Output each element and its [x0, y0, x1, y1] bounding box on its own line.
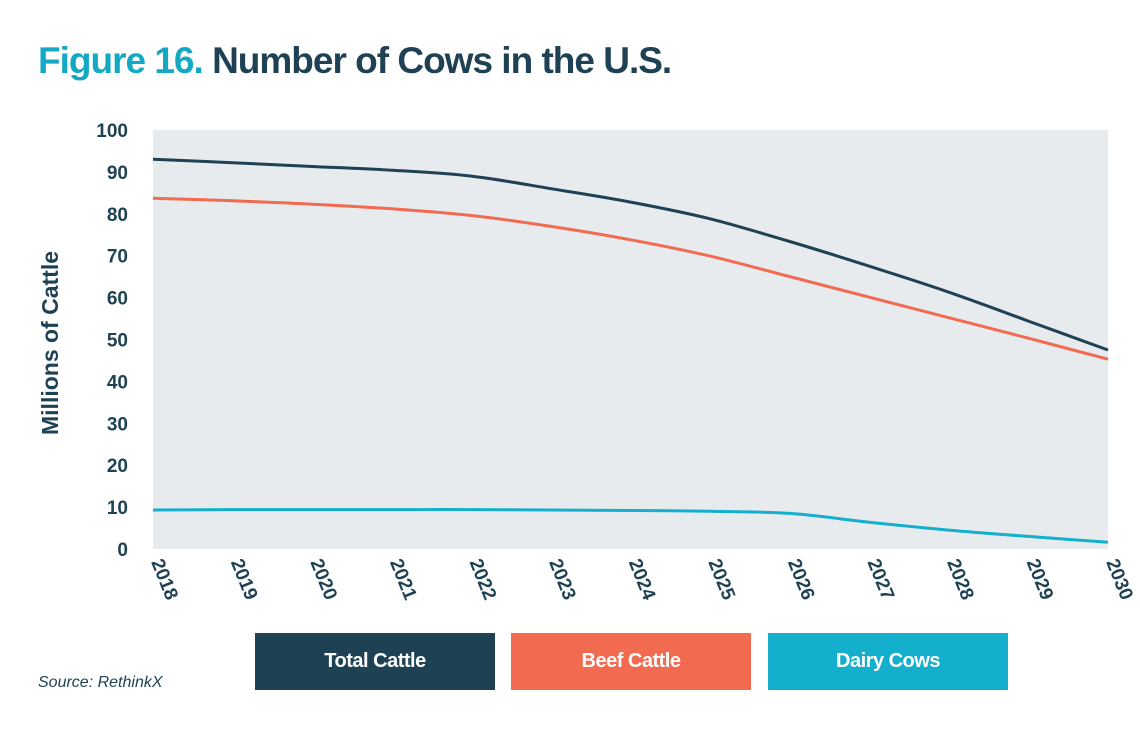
x-tick-label: 2018: [146, 556, 181, 603]
legend-label: Dairy Cows: [836, 650, 940, 672]
y-tick-label: 50: [107, 331, 128, 352]
legend-total-cattle: Total Cattle: [255, 633, 495, 690]
plot-area: [153, 130, 1108, 549]
series-line-total-cattle: [152, 157, 1109, 352]
x-tick-label: 2028: [942, 556, 977, 603]
x-tick-label: 2021: [385, 556, 420, 603]
y-axis-label: Millions of Cattle: [37, 251, 63, 435]
source-note: Source: RethinkX: [38, 674, 163, 691]
figure-label: Figure 16.: [38, 40, 204, 81]
legend-label: Beef Cattle: [581, 650, 681, 672]
x-tick-label: 2022: [465, 556, 500, 603]
y-tick-label: 70: [107, 247, 128, 268]
x-tick-label: 2024: [624, 556, 659, 603]
x-tick-label: 2025: [703, 556, 738, 603]
x-tick-label: 2030: [1101, 556, 1136, 603]
figure-title: Figure 16. Number of Cows in the U.S.: [38, 40, 672, 82]
x-tick-label: 2020: [306, 556, 341, 603]
y-tick-label: 20: [107, 456, 128, 477]
y-tick-label: 100: [96, 121, 128, 142]
y-tick-label: 30: [107, 414, 128, 435]
page-title: Number of Cows in the U.S.: [212, 40, 672, 81]
series-line-beef-cattle: [152, 196, 1109, 361]
x-tick-label: 2019: [226, 556, 261, 603]
y-tick-label: 10: [107, 498, 128, 519]
x-tick-label: 2029: [1022, 556, 1057, 603]
legend-beef-cattle: Beef Cattle: [511, 633, 751, 690]
legend-label: Total Cattle: [324, 650, 426, 672]
x-tick-label: 2026: [783, 556, 818, 603]
y-tick-label: 80: [107, 205, 128, 226]
y-tick-label: 60: [107, 289, 128, 310]
series-line-dairy-cows: [152, 508, 1109, 544]
y-tick-label: 0: [117, 540, 128, 561]
y-tick-label: 40: [107, 372, 128, 393]
x-tick-label: 2027: [863, 556, 898, 603]
legend-dairy-cows: Dairy Cows: [768, 633, 1008, 690]
y-tick-label: 90: [107, 163, 128, 184]
x-tick-label: 2023: [544, 556, 579, 603]
